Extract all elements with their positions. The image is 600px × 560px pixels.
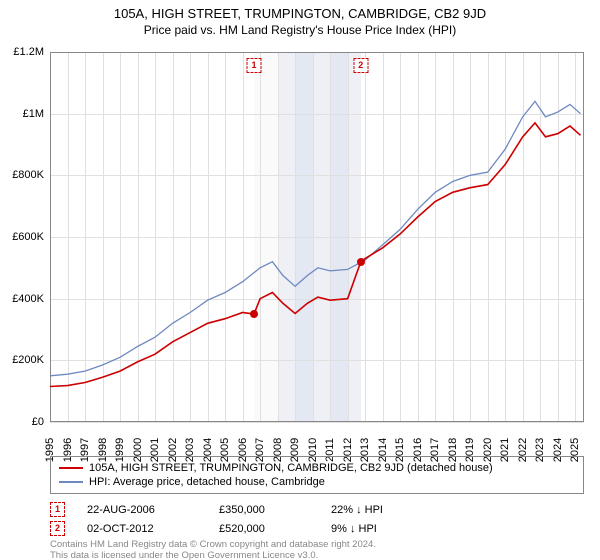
- chart-plot-area: £0£200K£400K£600K£800K£1M£1.2M 199519961…: [50, 52, 584, 422]
- transaction-date: 02-OCT-2012: [87, 523, 197, 535]
- table-row: 2 02-OCT-2012 £520,000 9% ↓ HPI: [50, 519, 584, 538]
- chart-lines: [50, 52, 584, 422]
- transaction-table: 1 22-AUG-2006 £350,000 22% ↓ HPI 2 02-OC…: [50, 500, 584, 538]
- y-axis-label: £600K: [12, 231, 44, 243]
- transaction-marker: 1: [50, 502, 65, 517]
- footer: Contains HM Land Registry data © Crown c…: [50, 540, 584, 560]
- y-axis-label: £400K: [12, 293, 44, 305]
- transaction-hpi-diff: 22% ↓ HPI: [331, 504, 421, 516]
- transaction-hpi-diff: 9% ↓ HPI: [331, 523, 421, 535]
- legend-swatch: [59, 481, 83, 483]
- transaction-marker: 2: [50, 521, 65, 536]
- data-point: [357, 258, 365, 266]
- transaction-price: £520,000: [219, 523, 309, 535]
- chart-title: 105A, HIGH STREET, TRUMPINGTON, CAMBRIDG…: [0, 6, 600, 21]
- table-row: 1 22-AUG-2006 £350,000 22% ↓ HPI: [50, 500, 584, 519]
- y-axis-label: £800K: [12, 169, 44, 181]
- legend-label: HPI: Average price, detached house, Camb…: [89, 476, 325, 488]
- transaction-date: 22-AUG-2006: [87, 504, 197, 516]
- y-axis-label: £1.2M: [13, 46, 44, 58]
- chart-marker: 2: [353, 58, 368, 73]
- legend-item: 105A, HIGH STREET, TRUMPINGTON, CAMBRIDG…: [59, 461, 575, 475]
- transaction-price: £350,000: [219, 504, 309, 516]
- footer-line: This data is licensed under the Open Gov…: [50, 551, 584, 560]
- y-axis-label: £1M: [23, 108, 44, 120]
- chart-marker: 1: [246, 58, 261, 73]
- data-point: [250, 310, 258, 318]
- legend-item: HPI: Average price, detached house, Camb…: [59, 475, 575, 489]
- y-axis-label: £200K: [12, 354, 44, 366]
- legend-label: 105A, HIGH STREET, TRUMPINGTON, CAMBRIDG…: [89, 462, 493, 474]
- series-hpi: [50, 101, 581, 376]
- gridline-h: [50, 422, 584, 423]
- legend-swatch: [59, 467, 83, 469]
- series-property: [50, 123, 581, 387]
- y-axis-label: £0: [32, 416, 44, 428]
- legend: 105A, HIGH STREET, TRUMPINGTON, CAMBRIDG…: [50, 456, 584, 494]
- chart-subtitle: Price paid vs. HM Land Registry's House …: [0, 23, 600, 37]
